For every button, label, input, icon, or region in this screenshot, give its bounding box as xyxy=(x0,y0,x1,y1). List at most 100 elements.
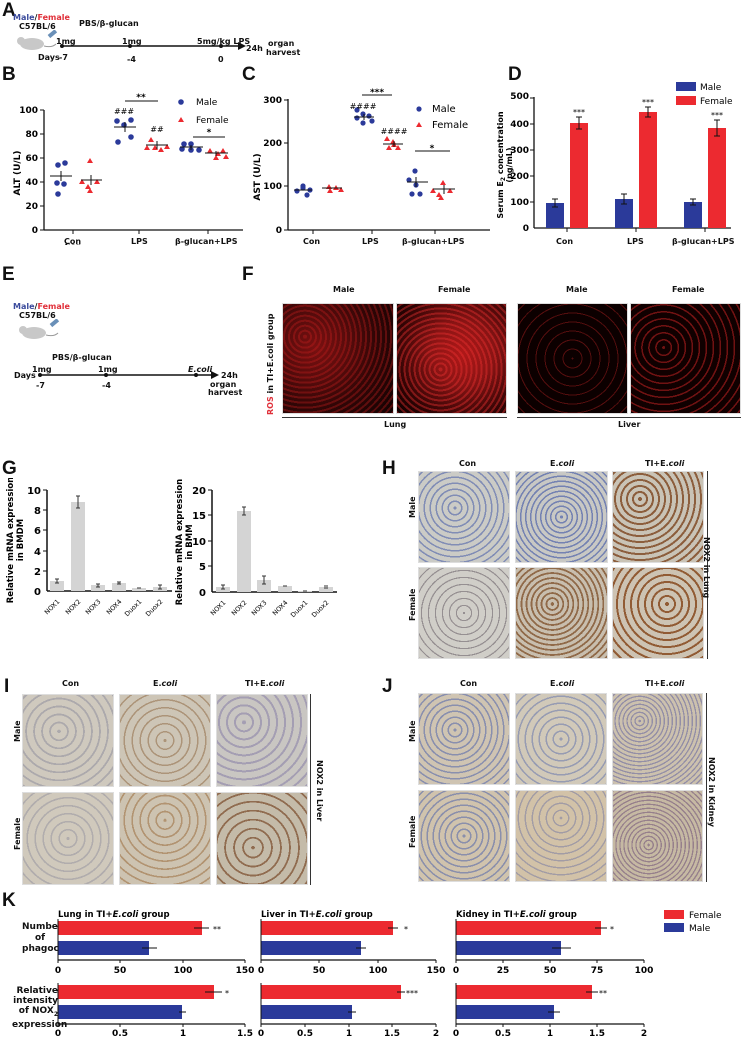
panel-label-j: J xyxy=(382,676,393,697)
kidney-top: * 0 25 50 75 100 xyxy=(453,919,653,976)
day-0: 0 xyxy=(218,55,224,64)
ecoli-label: E.coli xyxy=(188,365,213,374)
row-label-male: Male xyxy=(408,496,417,518)
image-con-female xyxy=(418,790,510,882)
label-line: intensity xyxy=(13,996,58,1006)
panel-label-c: C xyxy=(242,64,256,85)
ecoli-pre: E. xyxy=(153,679,162,688)
svg-text:0: 0 xyxy=(258,966,264,976)
image-ecoli-female xyxy=(515,790,607,882)
col-header-male-lung: Male xyxy=(333,285,355,294)
svg-text:2: 2 xyxy=(641,1029,647,1037)
panel-label-b: B xyxy=(2,64,16,85)
svg-text:20: 20 xyxy=(192,486,206,497)
label-line: phagocytes xyxy=(22,944,81,954)
svg-text:Male: Male xyxy=(432,104,456,115)
col-header-ti-ecoli: TI+E.coli xyxy=(645,679,684,688)
col-header-con: Con xyxy=(459,459,477,468)
chart-g2-bmm: 20 15 10 5 0 NOX1 NOX2 NOX3 NOX4 xyxy=(170,478,350,619)
panel-label-a: A xyxy=(2,0,16,21)
svg-text:0.5: 0.5 xyxy=(297,1029,313,1037)
panel-j-nox2-kidney: Con E.coli TI+E.coli Male Female xyxy=(400,676,743,882)
col-header-female-liver: Female xyxy=(672,285,705,294)
svg-text:0: 0 xyxy=(199,588,206,599)
col-header-ti-ecoli: TI+E.coli xyxy=(645,459,684,468)
svg-text:150: 150 xyxy=(427,966,446,976)
svg-text:***: *** xyxy=(370,88,384,98)
svg-text:50: 50 xyxy=(114,966,127,976)
svg-text:Relative mRNA expression: Relative mRNA expression xyxy=(175,479,185,605)
svg-text:*: * xyxy=(610,925,614,934)
svg-text:80: 80 xyxy=(25,130,38,140)
svg-text:10: 10 xyxy=(27,486,41,497)
svg-text:NOX1: NOX1 xyxy=(209,599,227,617)
row-label-ros: ROS in TI+E.coli group xyxy=(266,314,275,415)
image-liver-female xyxy=(630,303,741,414)
label-line: of xyxy=(34,933,46,943)
svg-text:Male: Male xyxy=(689,924,711,934)
svg-text:0: 0 xyxy=(55,1029,61,1037)
image-con-male xyxy=(22,694,114,787)
svg-text:NOX3: NOX3 xyxy=(84,598,102,616)
svg-text:2: 2 xyxy=(433,1029,439,1037)
image-ti-ecoli-female xyxy=(612,790,703,882)
y-axis: 100 80 60 40 20 0 xyxy=(19,106,243,236)
side-line xyxy=(707,471,708,659)
panel-label-i: I xyxy=(4,676,10,697)
svg-text:Female: Female xyxy=(700,97,733,107)
day-minus4: -4 xyxy=(102,381,111,390)
mouse-title: Male/Female xyxy=(13,302,70,311)
svg-text:25: 25 xyxy=(497,966,510,976)
timeline-arrow xyxy=(38,371,219,379)
svg-text:0.5: 0.5 xyxy=(112,1029,128,1037)
panel-f-ros: Male Female Male Female ROS in TI+E.coli… xyxy=(260,245,743,430)
label-line: Numbers xyxy=(22,922,68,932)
row-label-numbers: Numbers of phagocytes xyxy=(22,922,81,955)
col-header-con: Con xyxy=(62,679,80,688)
side-label-nox2-kidney: NOX2 in Kidney xyxy=(707,757,716,827)
male-text: Male xyxy=(13,13,35,22)
col-header-ecoli: E.coli xyxy=(550,679,574,688)
panel-label-e: E xyxy=(2,264,15,285)
svg-text:1: 1 xyxy=(180,1029,186,1037)
chart-k-phagocytes: Numbers of phagocytes Relative intensity… xyxy=(0,905,743,1037)
svg-text:5: 5 xyxy=(199,562,206,573)
panel-e-timeline: Male/Female C57BL/6 PBS/β-glucan Days 1m… xyxy=(0,285,250,400)
svg-text:2: 2 xyxy=(34,567,41,578)
d-xlabel-con: Con xyxy=(556,237,574,246)
svg-text:***: *** xyxy=(573,108,585,117)
male-text: Male xyxy=(13,302,35,311)
end-label-2: harvest xyxy=(208,388,243,397)
chart-d-e2: 500 400 300 200 100 0 *** xyxy=(495,65,743,245)
sig-lps: ** xyxy=(136,93,146,103)
title-liver: Liver in TI+E.coli group xyxy=(261,910,373,920)
sep-text: / xyxy=(34,302,38,311)
b-xlabel-con: Con xyxy=(64,237,82,246)
liver-bottom: *** 0 0.5 1 1.5 2 xyxy=(258,983,439,1037)
b-xlabel-bglucan: β-glucan+LPS xyxy=(175,237,238,246)
svg-text:1.5: 1.5 xyxy=(384,1029,400,1037)
image-con-male xyxy=(418,471,510,563)
day-minus4: -4 xyxy=(127,55,136,64)
svg-text:0: 0 xyxy=(453,1029,459,1037)
svg-text:NOX2: NOX2 xyxy=(230,599,248,617)
female-text: Female xyxy=(37,302,70,311)
svg-text:50: 50 xyxy=(313,966,326,976)
row-label-female: Female xyxy=(408,588,417,621)
image-lung-female xyxy=(396,303,507,414)
male-bars xyxy=(546,199,702,228)
side-label-nox2-lung: NOX2 in Lung xyxy=(702,537,711,599)
image-lung-male xyxy=(282,303,394,414)
image-con-female xyxy=(22,792,114,885)
image-ti-ecoli-male xyxy=(216,694,308,787)
svg-text:300: 300 xyxy=(510,146,529,156)
dose-2: 1mg xyxy=(98,365,118,374)
ti-ecoli-it: coli xyxy=(668,459,685,468)
svg-text:*: * xyxy=(225,989,229,998)
svg-text:0: 0 xyxy=(523,224,529,234)
svg-text:75: 75 xyxy=(591,966,604,976)
female-points-con xyxy=(79,158,100,193)
panel-label-h: H xyxy=(382,458,396,479)
image-ecoli-male xyxy=(515,471,608,563)
svg-text:200: 200 xyxy=(263,139,282,149)
